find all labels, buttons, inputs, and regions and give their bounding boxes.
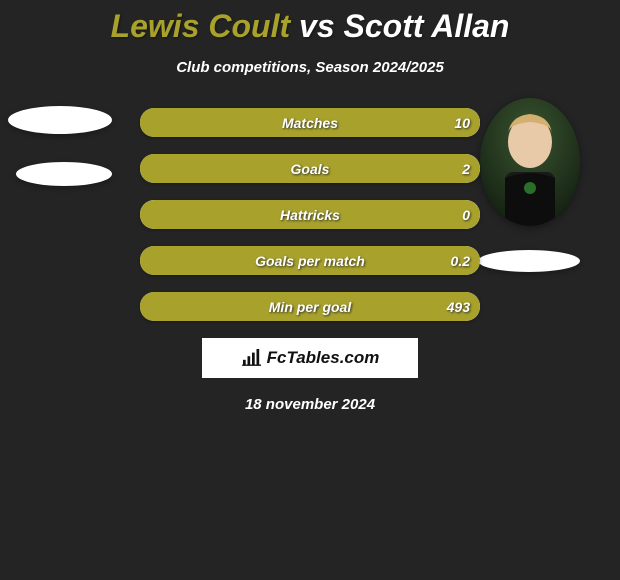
title-player1: Lewis Coult [111, 8, 291, 44]
page-title: Lewis Coult vs Scott Allan [0, 0, 620, 45]
placeholder-shape [16, 162, 112, 186]
player2-photo [480, 98, 580, 226]
comparison-area: Matches 10 Goals 2 Hattricks 0 Goals per match… [0, 108, 620, 321]
stat-bar-row: Hattricks 0 [140, 200, 480, 229]
title-player2: Scott Allan [344, 8, 510, 44]
brand-box: FcTables.com [202, 338, 418, 378]
subtitle: Club competitions, Season 2024/2025 [0, 59, 620, 76]
placeholder-shape [8, 106, 112, 134]
stat-bar-right-value: 0.2 [451, 253, 470, 269]
stat-bar-row: Goals per match 0.2 [140, 246, 480, 275]
stat-bar-row: Matches 10 [140, 108, 480, 137]
player2-avatar [480, 98, 600, 248]
stat-bar-row: Goals 2 [140, 154, 480, 183]
stats-bars: Matches 10 Goals 2 Hattricks 0 Goals per match… [140, 108, 480, 321]
stat-bar-label: Matches [282, 115, 338, 131]
stat-bar-right-value: 0 [462, 207, 470, 223]
stat-bar-label: Goals per match [255, 253, 365, 269]
bar-chart-icon [241, 349, 263, 367]
stat-bar-label: Hattricks [280, 207, 340, 223]
title-vs: vs [299, 8, 335, 44]
stat-bar-row: Min per goal 493 [140, 292, 480, 321]
player1-avatar [0, 98, 120, 198]
stat-bar-right-value: 10 [454, 115, 470, 131]
player-photo-svg [480, 98, 580, 226]
stat-bar-right-value: 493 [447, 299, 470, 315]
date-label: 18 november 2024 [0, 396, 620, 413]
stat-bar-right-value: 2 [462, 161, 470, 177]
stat-bar-label: Min per goal [269, 299, 351, 315]
placeholder-shape [478, 250, 580, 272]
brand-text: FcTables.com [267, 348, 380, 368]
stat-bar-label: Goals [291, 161, 330, 177]
